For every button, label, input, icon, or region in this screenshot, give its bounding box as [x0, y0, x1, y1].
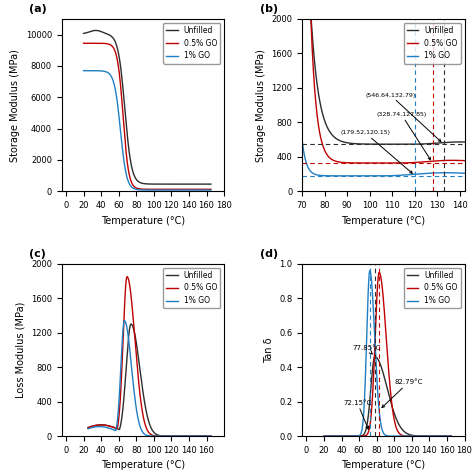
Y-axis label: Tan δ: Tan δ	[264, 337, 273, 363]
Y-axis label: Storage Modulus (MPa): Storage Modulus (MPa)	[255, 49, 265, 162]
Text: (546.64,132.79): (546.64,132.79)	[365, 92, 441, 142]
Y-axis label: Storage Modulus (MPa): Storage Modulus (MPa)	[10, 49, 20, 162]
Legend: Unfilled, 0.5% GO, 1% GO: Unfilled, 0.5% GO, 1% GO	[163, 23, 220, 64]
Text: (328.74,127.85): (328.74,127.85)	[376, 112, 430, 160]
X-axis label: Temperature (°C): Temperature (°C)	[341, 460, 425, 470]
Text: 82.79°C: 82.79°C	[382, 379, 423, 408]
Legend: Unfilled, 0.5% GO, 1% GO: Unfilled, 0.5% GO, 1% GO	[404, 267, 461, 308]
X-axis label: Temperature (°C): Temperature (°C)	[341, 216, 425, 226]
Text: (d): (d)	[260, 249, 278, 259]
Text: 72.15°C: 72.15°C	[343, 400, 372, 429]
Text: (179.52,120.15): (179.52,120.15)	[340, 130, 412, 173]
Text: (b): (b)	[260, 4, 278, 14]
Text: (c): (c)	[29, 249, 46, 259]
Y-axis label: Loss Modulus (MPa): Loss Modulus (MPa)	[15, 302, 25, 398]
Legend: Unfilled, 0.5% GO, 1% GO: Unfilled, 0.5% GO, 1% GO	[404, 23, 461, 64]
X-axis label: Temperature (°C): Temperature (°C)	[101, 460, 185, 470]
X-axis label: Temperature (°C): Temperature (°C)	[101, 216, 185, 226]
Text: (a): (a)	[29, 4, 47, 14]
Legend: Unfilled, 0.5% GO, 1% GO: Unfilled, 0.5% GO, 1% GO	[163, 267, 220, 308]
Text: 77.85°C: 77.85°C	[352, 345, 381, 354]
